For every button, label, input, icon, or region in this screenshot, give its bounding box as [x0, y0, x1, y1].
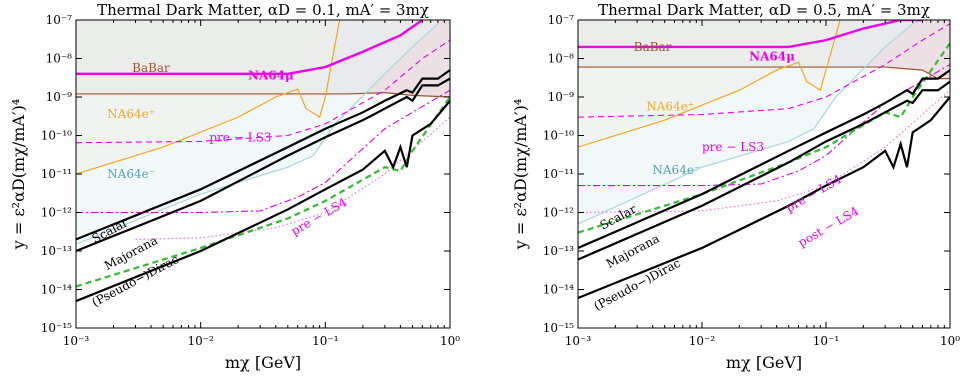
curve-label-babar: BaBar [132, 61, 170, 75]
x-tick-label: 10⁻¹ [813, 334, 839, 348]
y-tick-label: 10⁻⁹ [46, 90, 73, 104]
curve-label-postls4: post − LS4 [796, 204, 862, 250]
curve-label-prels4: pre − LS4 [289, 195, 350, 238]
y-tick-label: 10⁻¹⁵ [41, 321, 72, 335]
series-line-na64 [578, 20, 923, 49]
series-line-pseudodirac [76, 100, 450, 303]
series-line-scalar [76, 69, 450, 241]
y-tick-label: 10⁻¹⁰ [543, 129, 574, 143]
curve-label-na64mu: NA64μ [248, 69, 294, 83]
y-tick-label: 10⁻¹² [543, 206, 574, 220]
y-tick-label: 10⁻¹² [41, 206, 72, 220]
region-fill-NA64e [578, 20, 923, 225]
y-tick-label: 10⁻¹³ [41, 244, 72, 258]
x-axis-label: mχ [GeV] [225, 353, 301, 372]
x-tick-label: 10⁰ [940, 334, 960, 348]
y-tick-label: 10⁻¹¹ [41, 167, 72, 181]
series-line-majorana [76, 77, 450, 253]
region-line-BaBar [76, 92, 450, 98]
series-line-prels4 [76, 89, 450, 214]
region-line-NA64e [76, 20, 341, 175]
plot-area [76, 20, 450, 303]
curve-label-na64em: NA64e⁻ [652, 163, 700, 177]
series-line-prels3 [578, 23, 950, 118]
x-axis-label: mχ [GeV] [726, 353, 802, 372]
curve-label-na64mu: NA64μ [749, 49, 795, 63]
chart-panel-alpha-0.5: 10⁻³ 10⁻² 10⁻¹ 10⁰ 10⁻¹⁵ 10⁻¹⁴ 10⁻¹³ 10⁻¹² 10⁻¹¹… [511, 1, 960, 372]
curve-label-prels3: pre − LS3 [702, 140, 764, 154]
chart-title: Thermal Dark Matter, αD = 0.1, mA′ = 3mχ [97, 1, 429, 19]
region-fill-NA64e [76, 20, 438, 245]
region-line-NA64e [578, 20, 923, 225]
curve-label-babar: BaBar [634, 40, 672, 54]
chart-title: Thermal Dark Matter, αD = 0.5, mA′ = 3mχ [598, 1, 930, 19]
curve-label-na64em: NA64e⁻ [107, 167, 155, 181]
x-tick-label: 10⁻² [187, 334, 214, 348]
y-tick-label: 10⁻¹⁵ [543, 321, 574, 335]
region-line-NA64e [76, 23, 439, 245]
series-line-na64 [76, 20, 424, 76]
region-line-BaBar [578, 66, 950, 80]
y-tick-label: 10⁻¹⁴ [543, 283, 574, 297]
region-line-NA64e [578, 20, 841, 148]
y-tick-label: 10⁻⁸ [548, 52, 575, 66]
y-tick-label: 10⁻¹¹ [543, 167, 574, 181]
series-line-prels3 [76, 39, 450, 144]
series-line-pseudodirac [578, 96, 950, 300]
curve-label-na64ep: NA64e⁺ [107, 107, 155, 121]
x-tick-label: 10⁻² [689, 334, 716, 348]
curve-label-majorana: Majorana [604, 231, 662, 271]
y-tick-label: 10⁻⁹ [548, 90, 575, 104]
y-tick-label: 10⁻¹⁴ [41, 283, 72, 297]
series-line-relictarget [578, 42, 950, 234]
series-line-scalar [578, 69, 950, 249]
y-tick-label: 10⁻⁸ [46, 52, 73, 66]
x-tick-label: 10⁰ [440, 334, 460, 348]
y-tick-label: 10⁻⁷ [46, 13, 73, 27]
y-tick-label: 10⁻¹⁰ [41, 129, 72, 143]
curve-label-prels3: pre − LS3 [209, 130, 271, 144]
series-line-postls4 [578, 89, 950, 214]
chart-panel-alpha-0.1: 10⁻³ 10⁻² 10⁻¹ 10⁰ 10⁻¹⁵ 10⁻¹⁴ 10⁻¹³ 10⁻¹² 10⁻¹¹… [9, 1, 460, 372]
x-tick-label: 10⁻³ [565, 334, 592, 348]
x-tick-label: 10⁻¹ [312, 334, 338, 348]
x-tick-label: 10⁻³ [63, 334, 90, 348]
y-axis-label: y = ε²αD(mχ/mA′)⁴ [9, 99, 28, 250]
series-line-majorana [578, 80, 950, 261]
curve-label-dirac: (Pseudo−)Dirac [591, 256, 683, 314]
y-tick-label: 10⁻¹³ [543, 244, 574, 258]
curve-label-prels4: pre − LS4 [783, 172, 844, 215]
curve-label-na64ep: NA64e⁺ [646, 99, 694, 113]
plot-area [578, 20, 950, 300]
y-tick-label: 10⁻⁷ [548, 13, 575, 27]
y-axis-label: y = ε²αD(mχ/mA′)⁴ [511, 99, 530, 250]
